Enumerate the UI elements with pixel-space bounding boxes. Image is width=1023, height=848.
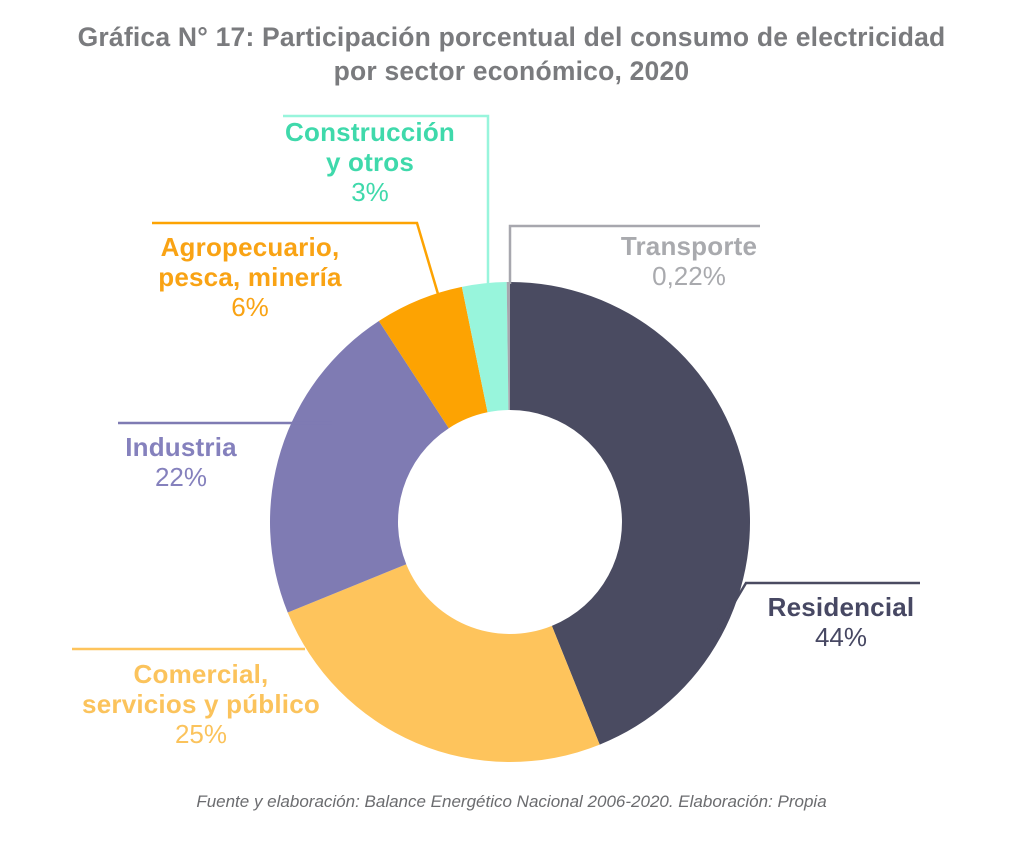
chart-title: Gráfica N° 17: Participación porcentual …	[77, 22, 946, 86]
slice-name-construccion: Construcción y otros	[285, 117, 455, 177]
slice-percent-agropecuario: 6%	[231, 292, 269, 322]
slice-percent-construccion: 3%	[351, 177, 389, 207]
slice-name-industria: Industria	[125, 432, 237, 462]
donut-slices	[269, 281, 751, 763]
slice-percent-residencial: 44%	[814, 622, 868, 652]
donut-slice-construccion	[461, 282, 509, 413]
slice-name-residencial: Residencial	[767, 592, 915, 622]
label-comercial: Comercial, servicios y público 25%	[82, 659, 320, 749]
leader-lines	[72, 114, 920, 651]
label-residencial: Residencial 44%	[768, 592, 915, 652]
donut-slice-residencial	[510, 282, 751, 745]
label-agropecuario: Agropecuario, pesca, minería 6%	[158, 232, 341, 322]
leader-line-construccion	[283, 114, 490, 286]
donut-slice-comercial	[287, 564, 600, 763]
label-construccion: Construcción y otros 3%	[285, 117, 455, 207]
source-note: Fuente y elaboración: Balance Energético…	[196, 792, 827, 811]
leader-line-residencial	[716, 581, 920, 631]
leader-line-transporte	[508, 224, 760, 284]
donut-slice-agropecuario	[378, 286, 488, 429]
slice-percent-industria: 22%	[154, 462, 208, 492]
slice-name-agropecuario: Agropecuario, pesca, minería	[158, 232, 342, 292]
leader-line-agropecuario	[152, 221, 440, 295]
slice-percent-comercial: 25%	[174, 719, 228, 749]
donut-slice-industria	[269, 320, 449, 613]
slice-percent-transporte: 0,22%	[652, 261, 726, 291]
donut-slice-transporte	[506, 281, 510, 411]
slice-name-comercial: Comercial, servicios y público	[82, 659, 320, 719]
label-industria: Industria 22%	[125, 432, 237, 492]
slice-name-transporte: Transporte	[620, 231, 758, 261]
label-transporte: Transporte 0,22%	[621, 231, 757, 291]
